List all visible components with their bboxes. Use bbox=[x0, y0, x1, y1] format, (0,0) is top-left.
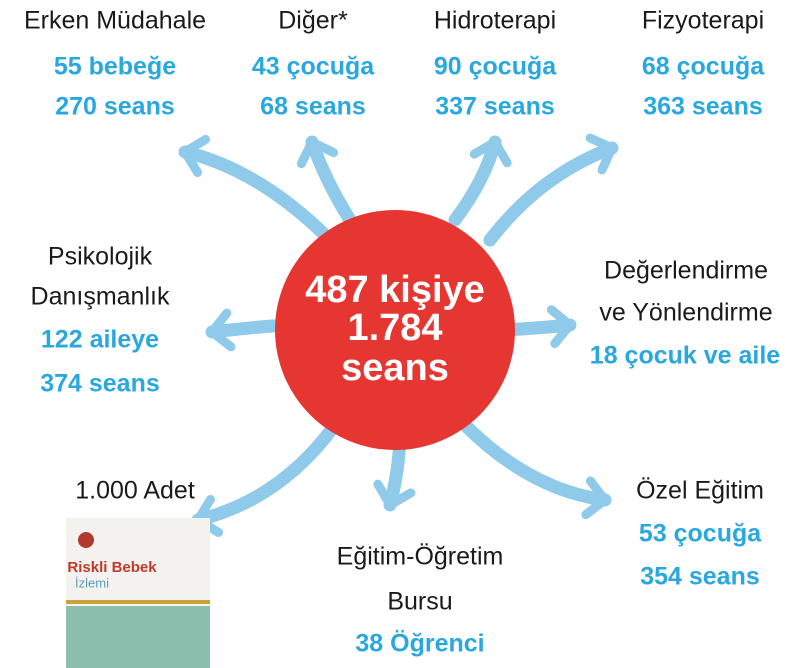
node-stat: 55 bebeğe bbox=[54, 53, 176, 81]
node-label: Fizyoterapi bbox=[642, 7, 764, 35]
cover-logo bbox=[78, 532, 94, 548]
center-text: seans bbox=[341, 347, 449, 389]
node-stat: 38 Öğrenci bbox=[355, 629, 484, 658]
node-stat: 18 çocuk ve aile bbox=[590, 342, 781, 370]
node-label: Diğer* bbox=[278, 7, 348, 35]
node-label: Özel Eğitim bbox=[636, 477, 764, 505]
node-label: Psikolojik bbox=[48, 243, 153, 271]
node-stat: 43 çocuğa bbox=[252, 53, 375, 81]
arrow bbox=[205, 308, 292, 352]
node-label: 1.000 Adet bbox=[75, 477, 195, 505]
cover-band bbox=[66, 606, 210, 668]
cover-title: Riskli Bebek bbox=[67, 559, 157, 576]
node-stat: 374 seans bbox=[40, 370, 160, 398]
node-label: Değerlendirme bbox=[604, 257, 768, 285]
node-label: Bursu bbox=[387, 588, 452, 616]
node-stat: 122 aileye bbox=[41, 326, 159, 354]
arrow bbox=[178, 134, 337, 247]
cover-title: İzlemi bbox=[75, 575, 109, 590]
node-label: Hidroterapi bbox=[434, 7, 556, 35]
arrow bbox=[483, 133, 619, 247]
arrow bbox=[448, 135, 512, 227]
arrow bbox=[458, 418, 612, 520]
node-stat: 354 seans bbox=[640, 563, 760, 591]
center-text: 487 kişiye bbox=[305, 269, 485, 311]
cover-stripe bbox=[66, 600, 210, 604]
center-circle bbox=[275, 210, 515, 450]
node-label: ve Yönlendirme bbox=[599, 299, 772, 327]
book-cover: Riskli Bebek İzlemi bbox=[66, 518, 210, 668]
node-stat: 270 seans bbox=[55, 93, 175, 121]
node-label: Danışmanlık bbox=[31, 283, 170, 311]
center-text: 1.784 bbox=[347, 307, 442, 349]
node-stat: 68 çocuğa bbox=[642, 53, 765, 81]
arrow bbox=[191, 418, 342, 537]
arrow bbox=[296, 135, 357, 227]
node-label: Eğitim-Öğretim bbox=[337, 543, 504, 571]
node-stat: 363 seans bbox=[643, 93, 763, 121]
node-stat: 68 seans bbox=[260, 93, 366, 121]
node-stat: 53 çocuğa bbox=[639, 520, 762, 548]
node-label: Erken Müdahale bbox=[24, 7, 206, 35]
node-stat: 90 çocuğa bbox=[434, 53, 557, 81]
node-stat: 337 seans bbox=[435, 93, 555, 121]
